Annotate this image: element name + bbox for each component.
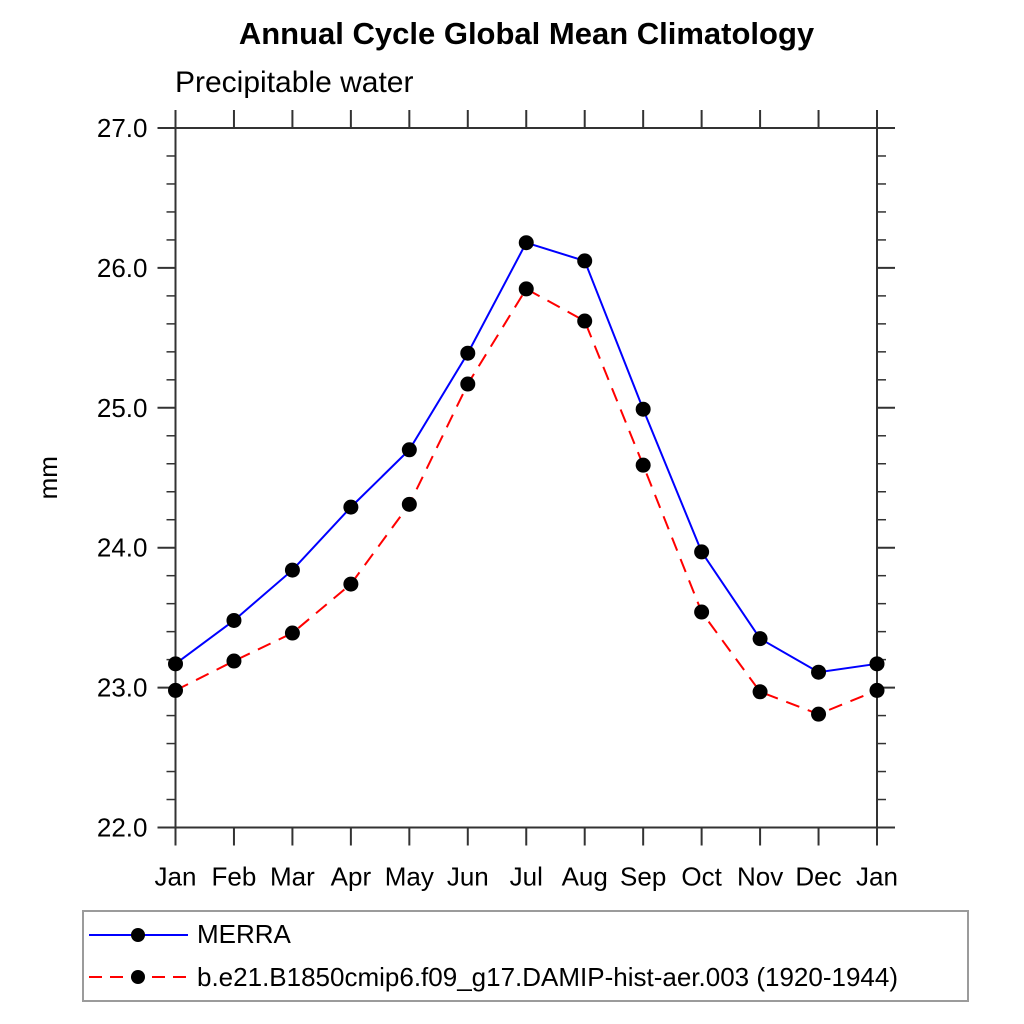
merra-data-point bbox=[694, 544, 710, 560]
model-data-point bbox=[168, 682, 183, 698]
model-data-point bbox=[752, 684, 768, 700]
merra-data-point bbox=[752, 631, 768, 647]
model-data-point bbox=[811, 706, 827, 722]
x-tick-label: Jul bbox=[510, 862, 543, 892]
merra-data-point bbox=[168, 656, 183, 672]
model-data-point bbox=[460, 376, 476, 392]
y-tick-label: 24.0 bbox=[97, 533, 148, 563]
legend-sample-marker bbox=[131, 927, 145, 942]
y-tick-label: 22.0 bbox=[97, 813, 148, 843]
model-line bbox=[175, 287, 878, 716]
model-data-point bbox=[401, 496, 417, 512]
x-tick-label: Jun bbox=[447, 862, 489, 892]
merra-line-sample-icon bbox=[89, 927, 188, 942]
merra-data-point bbox=[635, 401, 651, 417]
merra-data-point bbox=[401, 442, 417, 458]
merra-data-point bbox=[343, 499, 359, 515]
y-tick-label: 23.0 bbox=[97, 673, 148, 703]
x-tick-label: Nov bbox=[737, 862, 783, 892]
legend: MERRA b.e21.B1850cmip6.f09_g17.DAMIP-his… bbox=[82, 910, 969, 1002]
x-tick-label: Sep bbox=[620, 862, 666, 892]
x-tick-label: Apr bbox=[331, 862, 372, 892]
x-tick-label: Oct bbox=[681, 862, 722, 892]
merra-line bbox=[174, 241, 878, 674]
model-data-point bbox=[635, 457, 651, 473]
model-data-point bbox=[343, 576, 359, 592]
y-tick-label: 27.0 bbox=[97, 113, 148, 143]
merra-data-point bbox=[284, 562, 300, 578]
chart-subtitle: Precipitable water bbox=[175, 66, 414, 99]
merra-data-point bbox=[518, 235, 534, 251]
legend-item-model: b.e21.B1850cmip6.f09_g17.DAMIP-hist-aer.… bbox=[88, 957, 967, 997]
x-tick-label: May bbox=[385, 862, 434, 892]
chart-title: Annual Cycle Global Mean Climatology bbox=[238, 16, 815, 51]
x-tick-label: Feb bbox=[212, 862, 257, 892]
merra-data-point bbox=[460, 345, 476, 361]
y-axis-label: mm bbox=[33, 456, 63, 499]
merra-data-point bbox=[226, 612, 242, 628]
model-line-sample-icon bbox=[89, 970, 188, 985]
model-data-point bbox=[518, 281, 534, 297]
legend-sample-marker bbox=[131, 970, 145, 985]
y-tick-label: 26.0 bbox=[97, 253, 148, 283]
x-tick-label: Jan bbox=[856, 862, 898, 892]
merra-data-point bbox=[869, 656, 885, 672]
x-tick-label: Jan bbox=[155, 862, 197, 892]
merra-data-point bbox=[577, 253, 593, 269]
model-data-point bbox=[694, 604, 710, 620]
model-data-point bbox=[284, 625, 300, 641]
x-tick-label: Aug bbox=[562, 862, 608, 892]
legend-item-merra: MERRA bbox=[88, 915, 967, 955]
x-tick-label: Mar bbox=[270, 862, 315, 892]
y-tick-label: 25.0 bbox=[97, 393, 148, 423]
model-data-point bbox=[577, 313, 593, 329]
legend-label-model: b.e21.B1850cmip6.f09_g17.DAMIP-hist-aer.… bbox=[197, 961, 898, 992]
legend-label-merra: MERRA bbox=[197, 919, 291, 950]
x-tick-label: Dec bbox=[795, 862, 841, 892]
model-data-point bbox=[226, 653, 242, 669]
model-data-point bbox=[869, 682, 885, 698]
merra-data-point bbox=[811, 664, 827, 680]
